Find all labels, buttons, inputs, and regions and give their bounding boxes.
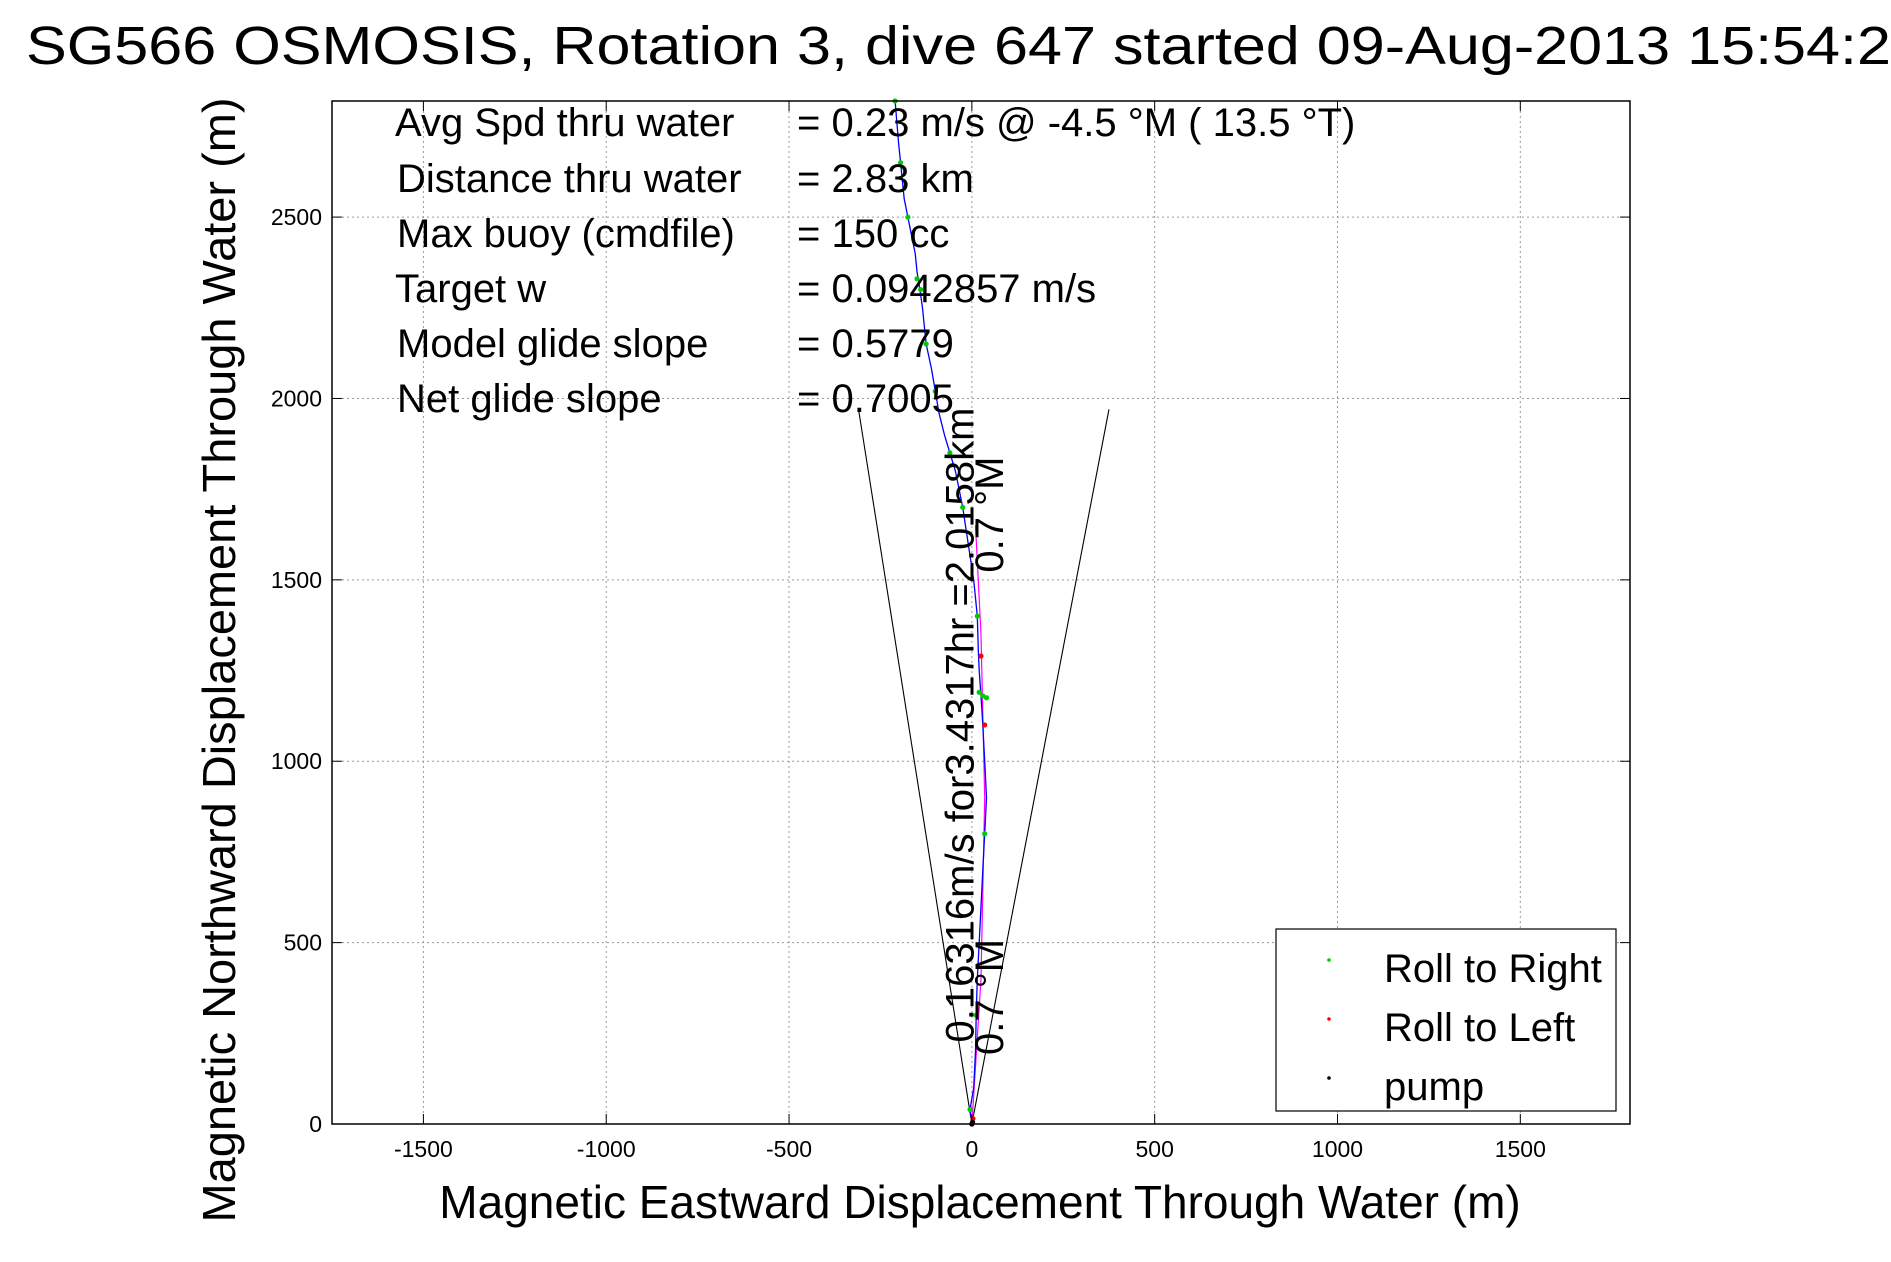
roll-to-right-point (947, 450, 953, 456)
legend-marker-roll-left (1327, 1017, 1331, 1021)
x-tick-label: 1000 (1312, 1136, 1363, 1162)
annotation-value: = 0.0942857 m/s (797, 267, 1096, 311)
x-tick-label: 0 (965, 1136, 978, 1162)
annotation-value: = 0.7005 (797, 377, 954, 421)
legend-label-roll-left: Roll to Left (1384, 1006, 1575, 1050)
y-axis-label: Magnetic Northward Displacement Through … (193, 98, 245, 1223)
chart-title: SG566 OSMOSIS, Rotation 3, dive 647 star… (26, 16, 1891, 76)
roll-to-right-point (983, 695, 990, 701)
annotation-value: = 150 cc (797, 212, 949, 256)
roll-to-right-point (905, 214, 911, 220)
y-tick-label: 0 (309, 1111, 322, 1137)
rotated-label: 0.7 °M (968, 457, 1012, 573)
y-tick-label: 500 (284, 930, 322, 956)
roll-to-right-point (974, 613, 980, 619)
annotation-label: Max buoy (cmdfile) (397, 212, 735, 256)
x-tick-label: 500 (1135, 1136, 1173, 1162)
legend-label-roll-right: Roll to Right (1384, 947, 1602, 991)
legend-marker-pump (1327, 1076, 1331, 1080)
roll-to-right-point (982, 831, 988, 837)
x-tick-label: 1500 (1495, 1136, 1546, 1162)
rotated-label: 0.7 °M (968, 939, 1012, 1055)
roll-to-right-point (976, 689, 982, 695)
current-line (971, 525, 986, 1125)
cone-line (857, 409, 973, 1125)
annotation-block: Avg Spd thru water = 0.23 m/s @ -4.5 °M (… (395, 101, 1355, 421)
x-axis-label: Magnetic Eastward Displacement Through W… (439, 1176, 1520, 1228)
roll-points (892, 98, 990, 1127)
legend: Roll to Right Roll to Left pump (1275, 928, 1617, 1112)
y-tick-label: 1500 (271, 567, 322, 593)
annotation-label: Model glide slope (397, 322, 708, 366)
y-tick-label: 2500 (271, 204, 322, 230)
annotation-value: = 0.5779 (797, 322, 954, 366)
annotation-label: Avg Spd thru water (395, 101, 734, 145)
y-tick-label: 1000 (271, 748, 322, 774)
cone-line (971, 409, 1110, 1125)
legend-label-pump: pump (1384, 1065, 1484, 1109)
annotation-label: Net glide slope (397, 377, 662, 421)
glide-cone (857, 409, 1110, 1125)
y-tick-label: 2000 (271, 385, 322, 411)
roll-to-right-point (932, 388, 938, 394)
legend-box (1275, 928, 1617, 1112)
roll-to-right-point (918, 287, 924, 293)
annotation-label: Distance thru water (397, 157, 742, 201)
roll-to-left-point (978, 653, 984, 659)
roll-to-right-point (960, 504, 966, 510)
roll-to-right-point (923, 341, 929, 347)
axis-ticks: -1500 -1000 -500 0 500 1000 1500 0 500 1000 1500 20… (271, 101, 1630, 1162)
x-tick-label: -1000 (577, 1136, 636, 1162)
roll-to-right-point (897, 160, 904, 166)
plot-frame (331, 100, 1631, 1125)
annotation-value: = 0.23 m/s @ -4.5 °M ( 13.5 °T) (797, 101, 1355, 145)
roll-to-right-point (914, 276, 920, 282)
legend-marker-roll-right (1327, 958, 1331, 962)
roll-to-right-point (973, 1012, 979, 1018)
roll-to-left-point (982, 722, 988, 728)
annotation-value: = 2.83 km (797, 157, 974, 201)
annotation-label: Target w (395, 267, 546, 311)
x-tick-label: -1500 (394, 1136, 453, 1162)
rotated-label: 0.16316m/s for3.4317hr =2.0158km (939, 408, 983, 1043)
roll-to-right-point (967, 1106, 973, 1113)
x-tick-label: -500 (766, 1136, 812, 1162)
